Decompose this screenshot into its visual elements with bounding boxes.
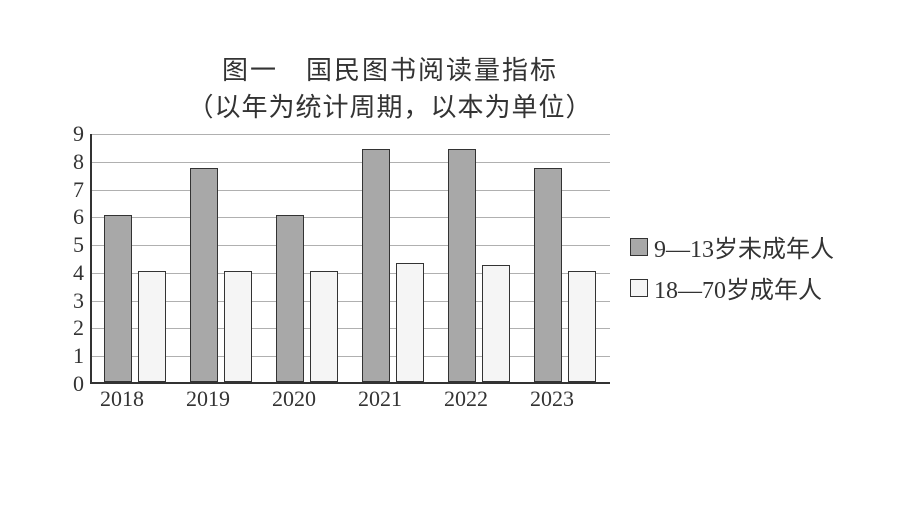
bar-9-13- [362, 149, 390, 382]
gridline [92, 162, 610, 163]
chart-container: 图一 国民图书阅读量指标 （以年为统计周期，以本为单位） 0123456789 … [50, 50, 870, 434]
bar-18-70- [396, 263, 424, 382]
legend-label-series2: 18—70岁成年人 [654, 270, 822, 305]
gridline [92, 301, 610, 302]
gridline [92, 190, 610, 191]
legend-item-series1: 9—13岁未成年人 [630, 229, 834, 264]
bar-18-70- [224, 271, 252, 382]
y-axis: 0123456789 [50, 134, 90, 384]
x-tick-label: 2022 [444, 386, 488, 412]
legend-swatch-series1 [630, 238, 648, 256]
legend: 9—13岁未成年人 18—70岁成年人 [630, 229, 834, 311]
gridline [92, 245, 610, 246]
y-tick-label: 7 [73, 177, 84, 203]
x-tick-label: 2020 [272, 386, 316, 412]
y-tick-label: 6 [73, 204, 84, 230]
gridline [92, 217, 610, 218]
y-tick-label: 5 [73, 232, 84, 258]
bar-9-13- [276, 215, 304, 382]
plot-area [90, 134, 610, 384]
y-tick-label: 1 [73, 343, 84, 369]
y-tick-label: 0 [73, 371, 84, 397]
chart-title-line2: （以年为统计周期，以本为单位） [140, 87, 640, 124]
gridline [92, 273, 610, 274]
chart-title-line1: 图一 国民图书阅读量指标 [140, 50, 640, 87]
x-tick-label: 2018 [100, 386, 144, 412]
gridline [92, 328, 610, 329]
gridline [92, 134, 610, 135]
y-tick-label: 4 [73, 260, 84, 286]
bar-18-70- [568, 271, 596, 382]
x-tick-label: 2021 [358, 386, 402, 412]
y-tick-label: 8 [73, 149, 84, 175]
legend-swatch-series2 [630, 279, 648, 297]
chart-title: 图一 国民图书阅读量指标 （以年为统计周期，以本为单位） [140, 50, 640, 124]
bar-9-13- [104, 215, 132, 382]
y-tick-label: 9 [73, 121, 84, 147]
bar-9-13- [534, 168, 562, 382]
bar-9-13- [448, 149, 476, 382]
bar-18-70- [138, 271, 166, 382]
chart-area: 0123456789 201820192020202120222023 9—13… [50, 134, 870, 434]
bar-18-70- [310, 271, 338, 382]
gridline [92, 356, 610, 357]
bar-9-13- [190, 168, 218, 382]
legend-item-series2: 18—70岁成年人 [630, 270, 834, 305]
y-tick-label: 3 [73, 288, 84, 314]
x-tick-label: 2023 [530, 386, 574, 412]
y-tick-label: 2 [73, 315, 84, 341]
bar-18-70- [482, 265, 510, 382]
legend-label-series1: 9—13岁未成年人 [654, 229, 834, 264]
x-tick-label: 2019 [186, 386, 230, 412]
